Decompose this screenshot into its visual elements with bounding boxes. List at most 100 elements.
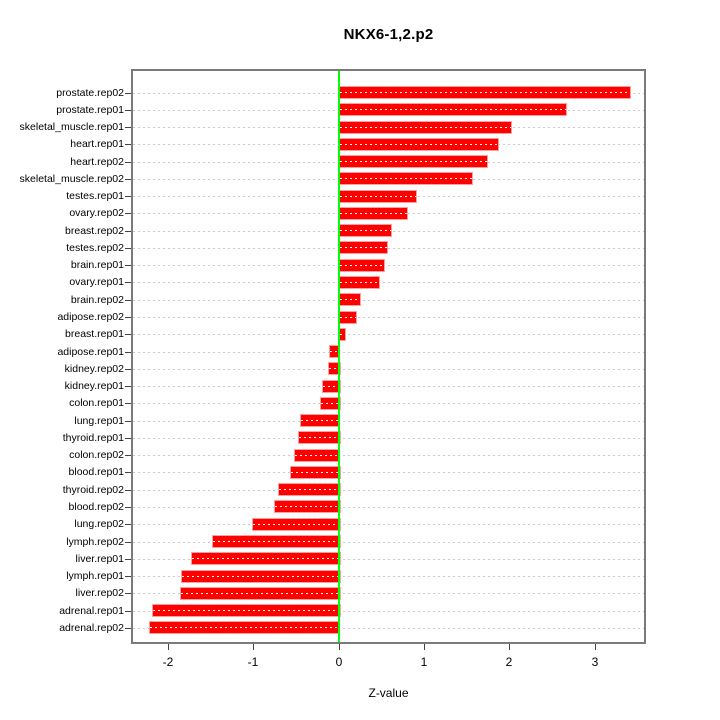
gridline: [133, 593, 644, 594]
gridline: [133, 472, 644, 473]
y-axis-label: liver.rep01: [75, 553, 124, 565]
y-axis-label: breast.rep01: [65, 328, 124, 340]
y-axis-label: lymph.rep01: [66, 570, 124, 582]
y-axis-tick: [125, 455, 131, 456]
y-axis-tick: [125, 403, 131, 404]
bar: [320, 397, 341, 410]
gridline: [133, 576, 644, 577]
gridline: [133, 628, 644, 629]
chart-title: NKX6-1,2.p2: [343, 26, 434, 43]
y-axis-tick: [125, 593, 131, 594]
y-axis-tick: [125, 438, 131, 439]
plot-area: [131, 69, 646, 644]
bar: [252, 518, 341, 531]
gridline: [133, 611, 644, 612]
gridline: [133, 490, 644, 491]
x-axis-tick-label: -2: [162, 655, 174, 669]
gridline: [133, 542, 644, 543]
gridline: [133, 421, 644, 422]
bar: [339, 190, 417, 203]
y-axis-label: blood.rep02: [68, 501, 124, 513]
y-axis-label: colon.rep01: [69, 397, 124, 409]
y-axis-tick: [125, 127, 131, 128]
gridline: [133, 455, 644, 456]
bar: [152, 604, 341, 617]
y-axis-label: ovary.rep02: [69, 207, 124, 219]
gridline: [133, 507, 644, 508]
y-axis-tick: [125, 179, 131, 180]
y-axis-label: lung.rep01: [74, 415, 124, 427]
y-axis-label: adrenal.rep01: [59, 605, 124, 617]
x-axis-tick: [424, 644, 425, 650]
y-axis-label: lymph.rep02: [66, 536, 124, 548]
y-axis-tick: [125, 369, 131, 370]
bar: [328, 362, 341, 375]
y-axis-tick: [125, 93, 131, 94]
gridline: [133, 265, 644, 266]
y-axis-tick: [125, 542, 131, 543]
y-axis-label: brain.rep02: [70, 294, 124, 306]
y-axis-label: testes.rep01: [66, 190, 124, 202]
y-axis-label: liver.rep02: [75, 587, 124, 599]
y-axis-label: thyroid.rep01: [62, 432, 124, 444]
y-axis-label: breast.rep02: [65, 225, 124, 237]
y-axis-tick: [125, 248, 131, 249]
bar: [181, 570, 341, 583]
y-axis-label: prostate.rep01: [56, 104, 124, 116]
y-axis-label: skeletal_muscle.rep01: [19, 121, 124, 133]
y-axis-tick: [125, 386, 131, 387]
gridline: [133, 317, 644, 318]
gridline: [133, 248, 644, 249]
x-axis-tick-label: 1: [420, 655, 428, 669]
y-axis-label: kidney.rep02: [64, 363, 124, 375]
gridline: [133, 524, 644, 525]
x-axis-tick-label: 0: [335, 655, 343, 669]
y-axis-tick: [125, 282, 131, 283]
y-axis-tick: [125, 524, 131, 525]
bar: [339, 138, 499, 151]
x-axis-tick-label: -1: [247, 655, 259, 669]
x-axis-tick: [339, 644, 340, 650]
bar: [191, 552, 341, 565]
y-axis-tick: [125, 490, 131, 491]
y-axis-tick: [125, 110, 131, 111]
gridline: [133, 438, 644, 439]
gridline: [133, 352, 644, 353]
bar: [212, 535, 341, 548]
y-axis-tick: [125, 334, 131, 335]
y-axis-tick: [125, 559, 131, 560]
y-axis-label: adrenal.rep02: [59, 622, 124, 634]
gridline: [133, 386, 644, 387]
y-axis-tick: [125, 317, 131, 318]
zero-line: [338, 71, 340, 642]
gridline: [133, 403, 644, 404]
y-axis-tick: [125, 421, 131, 422]
y-axis-tick: [125, 196, 131, 197]
bar: [339, 207, 408, 220]
x-axis-tick: [595, 644, 596, 650]
bar: [339, 241, 388, 254]
bar: [339, 259, 385, 272]
y-axis-tick: [125, 352, 131, 353]
x-axis-tick-label: 2: [505, 655, 513, 669]
bar: [339, 86, 631, 99]
y-axis-label: lung.rep02: [74, 518, 124, 530]
y-axis-tick: [125, 472, 131, 473]
bar: [298, 431, 341, 444]
y-axis-tick: [125, 611, 131, 612]
y-axis-label: colon.rep02: [69, 449, 124, 461]
bar: [322, 380, 341, 393]
bar: [339, 224, 392, 237]
bar: [300, 414, 340, 427]
bar: [339, 293, 361, 306]
y-axis-tick: [125, 265, 131, 266]
x-axis-tick: [168, 644, 169, 650]
bar: [278, 483, 341, 496]
y-axis-label: heart.rep01: [70, 138, 124, 150]
y-axis-label: testes.rep02: [66, 242, 124, 254]
y-axis-tick: [125, 576, 131, 577]
bar: [274, 500, 341, 513]
y-axis-label: kidney.rep01: [64, 380, 124, 392]
x-axis-tick: [509, 644, 510, 650]
x-axis-tick: [253, 644, 254, 650]
